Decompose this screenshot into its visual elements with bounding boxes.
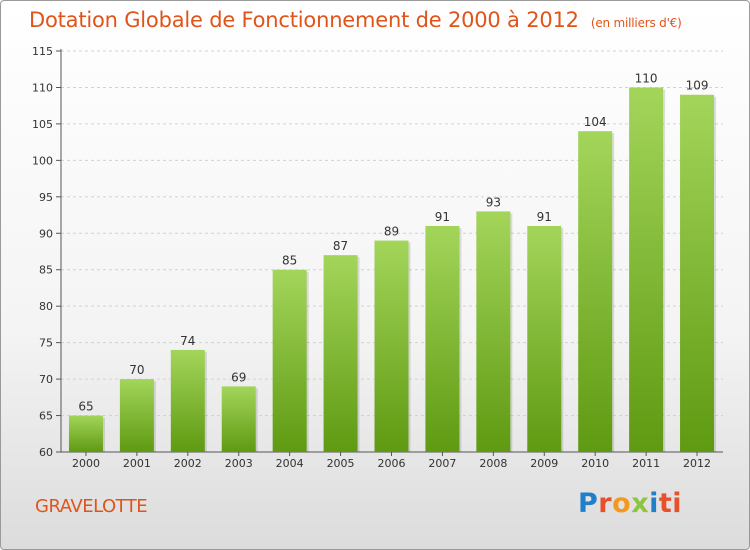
bar xyxy=(629,87,664,453)
data-label: 69 xyxy=(231,370,246,384)
x-tick-label: 2006 xyxy=(378,457,406,470)
data-label: 70 xyxy=(129,363,144,377)
data-label: 104 xyxy=(584,115,607,129)
y-tick-label: 65 xyxy=(39,410,53,423)
x-tick-label: 2000 xyxy=(72,457,100,470)
bar xyxy=(578,131,613,452)
y-tick-label: 115 xyxy=(32,45,53,58)
bars xyxy=(68,87,717,453)
brand-letter: P xyxy=(578,488,599,519)
data-label: 93 xyxy=(486,195,501,209)
x-tick-label: 2009 xyxy=(530,457,558,470)
y-tick-label: 110 xyxy=(32,81,53,94)
x-tick-label: 2007 xyxy=(428,457,456,470)
bar xyxy=(272,269,307,452)
bar xyxy=(221,386,256,452)
brand-logo: Proxiti xyxy=(578,488,682,519)
chart-title: Dotation Globale de Fonctionnement de 20… xyxy=(29,8,682,32)
data-label: 89 xyxy=(384,225,399,239)
bar xyxy=(680,94,715,452)
x-tick-label: 2010 xyxy=(581,457,609,470)
data-label: 87 xyxy=(333,239,348,253)
x-tick-label: 2004 xyxy=(276,457,304,470)
y-tick-labels: 60 65 70 75 80 85 90 95 100 105 110 115 xyxy=(32,45,53,459)
chart-title-text: Dotation Globale de Fonctionnement de 20… xyxy=(29,8,579,32)
x-tick-label: 2012 xyxy=(683,457,711,470)
y-tick-label: 85 xyxy=(39,264,53,277)
bar xyxy=(425,225,460,452)
y-tick-label: 105 xyxy=(32,118,53,131)
brand-letter: i xyxy=(649,488,659,519)
x-tick-label: 2001 xyxy=(123,457,151,470)
brand-letter: o xyxy=(612,488,632,519)
y-tick-label: 80 xyxy=(39,300,53,313)
x-tick-labels: 2000 2001 2002 2003 2004 2005 2006 2007 2008 2009… xyxy=(72,457,711,470)
value-labels: 65 70 74 69 85 87 89 91 93 91 104 110 109 xyxy=(78,71,708,413)
x-tick-label: 2005 xyxy=(327,457,355,470)
chart-unit: (en milliers d'€) xyxy=(590,16,682,30)
bar xyxy=(170,349,205,452)
y-tick-label: 100 xyxy=(32,154,53,167)
data-label: 85 xyxy=(282,254,297,268)
bar xyxy=(527,225,562,452)
data-label: 91 xyxy=(435,210,450,224)
y-tick-label: 95 xyxy=(39,191,53,204)
data-label: 91 xyxy=(537,210,552,224)
x-tick-label: 2003 xyxy=(225,457,253,470)
data-label: 74 xyxy=(180,334,195,348)
data-label: 65 xyxy=(78,400,93,414)
x-tick-label: 2011 xyxy=(632,457,660,470)
brand-letter: r xyxy=(598,488,613,519)
y-tick-label: 60 xyxy=(39,446,53,459)
brand-letter: ti xyxy=(658,488,683,519)
data-label: 110 xyxy=(635,71,658,85)
y-tick-label: 70 xyxy=(39,373,53,386)
bar xyxy=(374,240,409,452)
bar xyxy=(68,415,103,452)
bar xyxy=(476,211,511,452)
x-tick-label: 2002 xyxy=(174,457,202,470)
data-label: 109 xyxy=(686,79,709,93)
y-tick-label: 75 xyxy=(39,337,53,350)
bar xyxy=(323,255,358,452)
x-tick-label: 2008 xyxy=(479,457,507,470)
brand-letter: x xyxy=(631,488,650,519)
y-tick-label: 90 xyxy=(39,227,53,240)
bar xyxy=(119,379,154,452)
city-name: GRAVELOTTE xyxy=(35,496,148,517)
